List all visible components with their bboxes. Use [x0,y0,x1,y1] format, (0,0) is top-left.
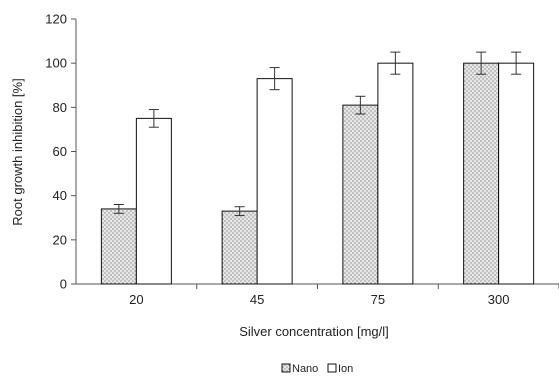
x-axis-title: Silver concentration [mg/l] [239,324,389,339]
bar-ion-20 [135,117,172,285]
y-tick-label: 20 [53,232,67,247]
bar-nano-75 [342,104,379,285]
bar-ion-75 [377,62,414,285]
y-tick-label: 100 [45,56,67,71]
legend-label-ion: Ion [338,363,353,375]
y-axis-title: Root growth inhibition [%] [10,78,25,225]
x-tick-label: 20 [129,292,143,307]
bar-nano-45 [221,210,258,285]
x-tick-label: 45 [250,292,264,307]
bar-nano-20 [100,208,137,285]
bar-ion-45 [256,78,293,285]
legend-label-nano: Nano [292,363,318,375]
y-tick-label: 0 [60,277,67,292]
y-tick-label: 60 [53,144,67,159]
legend: Nano Ion [281,363,353,375]
plot-area: 0 20 40 60 80 100 120 20 45 75 300 [45,12,559,307]
y-tick-label: 40 [53,188,67,203]
bar-ion-300 [498,62,535,285]
x-tick-label: 75 [371,292,385,307]
y-tick-label: 80 [53,100,67,115]
legend-swatch-ion [327,363,337,373]
bar-nano-300 [463,62,500,285]
y-tick-label: 120 [45,12,67,27]
x-tick-label: 300 [488,292,510,307]
legend-swatch-nano [281,363,291,373]
